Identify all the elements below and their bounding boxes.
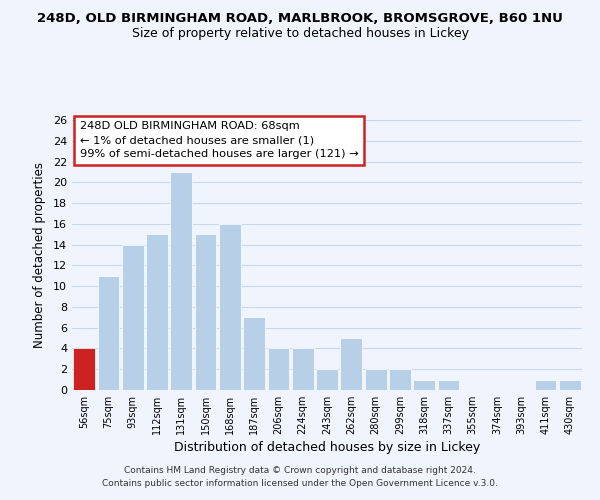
Bar: [170, 172, 192, 390]
Bar: [146, 234, 168, 390]
X-axis label: Distribution of detached houses by size in Lickey: Distribution of detached houses by size …: [174, 441, 480, 454]
Bar: [437, 380, 460, 390]
Bar: [559, 380, 581, 390]
Bar: [219, 224, 241, 390]
Bar: [97, 276, 119, 390]
Bar: [535, 380, 556, 390]
Bar: [316, 369, 338, 390]
Text: 248D OLD BIRMINGHAM ROAD: 68sqm
← 1% of detached houses are smaller (1)
99% of s: 248D OLD BIRMINGHAM ROAD: 68sqm ← 1% of …: [80, 122, 358, 160]
Y-axis label: Number of detached properties: Number of detached properties: [33, 162, 46, 348]
Bar: [340, 338, 362, 390]
Bar: [268, 348, 289, 390]
Bar: [243, 318, 265, 390]
Text: 248D, OLD BIRMINGHAM ROAD, MARLBROOK, BROMSGROVE, B60 1NU: 248D, OLD BIRMINGHAM ROAD, MARLBROOK, BR…: [37, 12, 563, 26]
Bar: [122, 244, 143, 390]
Bar: [194, 234, 217, 390]
Bar: [365, 369, 386, 390]
Bar: [413, 380, 435, 390]
Bar: [73, 348, 95, 390]
Bar: [292, 348, 314, 390]
Text: Contains HM Land Registry data © Crown copyright and database right 2024.
Contai: Contains HM Land Registry data © Crown c…: [102, 466, 498, 487]
Text: Size of property relative to detached houses in Lickey: Size of property relative to detached ho…: [131, 28, 469, 40]
Bar: [389, 369, 411, 390]
